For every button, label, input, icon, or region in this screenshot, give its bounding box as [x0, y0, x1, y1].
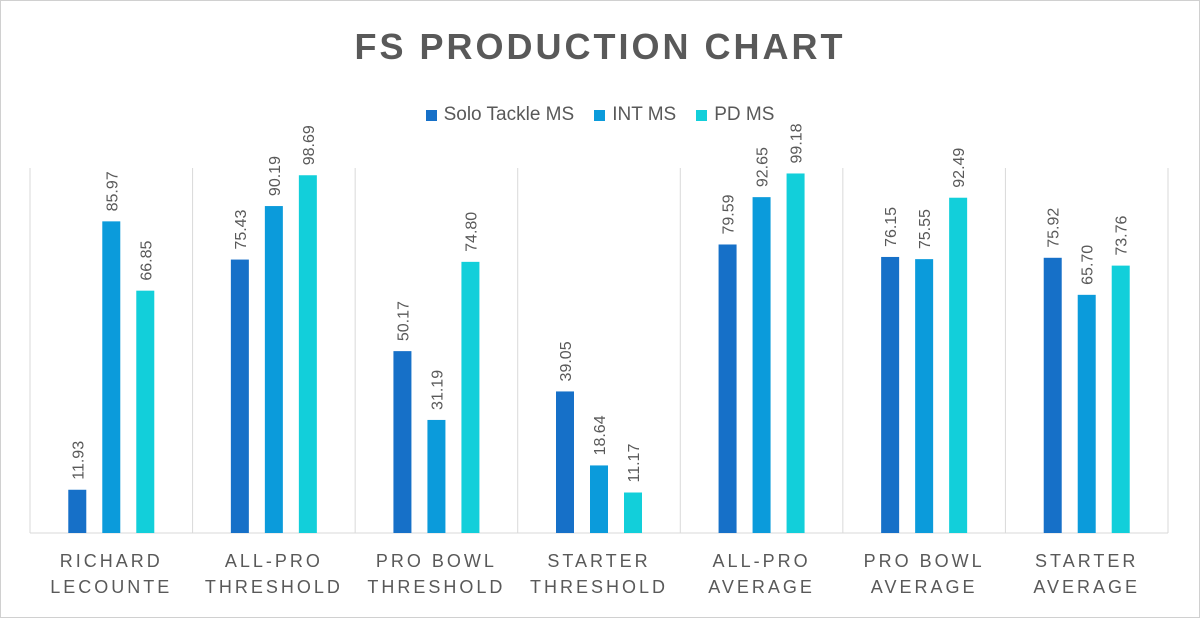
data-label: 11.17: [626, 444, 643, 483]
bar: [624, 492, 642, 533]
category-label: STARTER: [547, 551, 650, 571]
data-label: 92.65: [755, 147, 772, 187]
category-label: LECOUNTE: [50, 577, 172, 597]
data-label: 50.17: [395, 301, 412, 341]
bar: [298, 175, 317, 533]
data-label: 31.19: [429, 370, 446, 410]
bar: [752, 197, 771, 534]
category-label: STARTER: [1035, 551, 1138, 571]
data-label: 11.93: [70, 441, 87, 480]
category-label: PRO BOWL: [376, 551, 497, 571]
bar: [915, 259, 934, 533]
chart-title: FS PRODUCTION CHART: [354, 26, 846, 67]
bar: [68, 489, 87, 533]
legend-swatch-int: [594, 109, 606, 121]
category-label: ALL-PRO: [713, 551, 811, 571]
data-label: 75.55: [917, 209, 934, 249]
bar: [786, 173, 805, 533]
data-label: 98.69: [301, 125, 318, 165]
bar: [590, 465, 608, 533]
bar: [102, 221, 121, 533]
data-label: 90.19: [267, 156, 284, 196]
legend-item-int: INT MS: [594, 104, 676, 126]
data-label: 75.92: [1046, 208, 1063, 248]
legend-label-int: INT MS: [612, 104, 677, 125]
bar: [393, 351, 412, 533]
chart-legend: Solo Tackle MS INT MS PD MS: [0, 104, 1200, 126]
bar: [556, 391, 574, 533]
bar: [136, 290, 155, 533]
legend-label-solo-tackle: Solo Tackle MS: [443, 104, 575, 125]
data-label: 39.05: [558, 341, 575, 381]
data-label: 92.49: [951, 148, 968, 188]
bar: [427, 419, 446, 533]
bar: [881, 256, 900, 533]
bar: [1077, 294, 1096, 533]
category-label: THRESHOLD: [530, 577, 668, 597]
data-label: 18.64: [592, 415, 609, 455]
category-label: RICHARD: [60, 551, 163, 571]
data-label: 74.80: [463, 212, 480, 252]
legend-item-pd: PD MS: [696, 104, 774, 126]
category-label: AVERAGE: [871, 577, 978, 597]
category-label: AVERAGE: [708, 577, 815, 597]
legend-label-pd: PD MS: [714, 104, 775, 125]
category-label: THRESHOLD: [205, 577, 343, 597]
bar: [1043, 257, 1062, 533]
data-label: 85.97: [104, 171, 121, 211]
data-label: 65.70: [1080, 245, 1097, 285]
legend-swatch-pd: [696, 109, 708, 121]
legend-item-solo-tackle: Solo Tackle MS: [425, 104, 575, 126]
bar: [461, 261, 480, 533]
bar: [949, 197, 968, 533]
bar: [1111, 265, 1130, 533]
data-label: 76.15: [883, 207, 900, 247]
bar: [230, 259, 249, 533]
data-label: 75.43: [233, 209, 250, 249]
category-label: AVERAGE: [1033, 577, 1140, 597]
category-label: THRESHOLD: [367, 577, 505, 597]
data-label: 79.59: [721, 194, 738, 234]
bar: [264, 206, 283, 533]
category-label: PRO BOWL: [864, 551, 985, 571]
bar: [718, 244, 737, 533]
data-label: 99.18: [789, 123, 806, 163]
legend-swatch-solo-tackle: [425, 109, 437, 121]
data-label: 66.85: [138, 241, 155, 281]
category-label: ALL-PRO: [225, 551, 323, 571]
data-label: 73.76: [1114, 215, 1131, 255]
